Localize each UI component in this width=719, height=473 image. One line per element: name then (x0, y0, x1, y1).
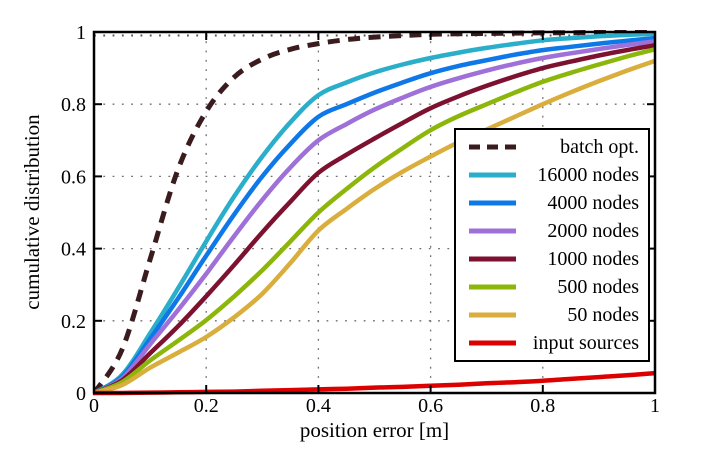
legend-item-4000-nodes: 4000 nodes (456, 189, 648, 217)
curve-input-sources (93, 370, 656, 396)
legend-label: input sources (532, 332, 639, 354)
legend-swatch-input-sources (469, 340, 516, 346)
y-tick-label: 0.4 (61, 239, 86, 261)
legend-label: 50 nodes (567, 304, 639, 326)
legend-item-500-nodes: 500 nodes (456, 273, 648, 301)
curve-500-nodes (93, 47, 656, 396)
curve-4000-nodes (93, 35, 656, 396)
legend-swatch-50-nodes (469, 312, 516, 318)
axis-box (92, 30, 657, 395)
legend-item-2000-nodes: 2000 nodes (456, 217, 648, 245)
legend-item-batch-opt: batch opt. (456, 133, 648, 161)
legend-swatch-batch-opt (469, 144, 516, 150)
x-tick-label: 0.8 (530, 395, 555, 417)
x-tick-label: 0.4 (306, 395, 331, 417)
curve-50-nodes (93, 58, 656, 396)
curve-1000-nodes (93, 43, 656, 396)
y-axis-label: cumulative distribution (20, 114, 44, 310)
legend-swatch-4000-nodes (469, 200, 516, 206)
legend-label: 4000 nodes (547, 192, 639, 214)
x-tick-label: 0 (89, 395, 99, 417)
x-tick-label: 0.2 (194, 395, 219, 417)
legend-label: 500 nodes (557, 276, 639, 298)
y-tick-label: 1 (76, 22, 86, 44)
legend-label: batch opt. (560, 136, 639, 158)
legend-swatch-16000-nodes (469, 172, 516, 178)
legend-label: 16000 nodes (537, 164, 639, 186)
legend-swatch-1000-nodes (469, 256, 516, 262)
x-tick-label: 1 (650, 395, 660, 417)
curve-16000-nodes (93, 31, 656, 396)
curve-2000-nodes (93, 39, 656, 396)
legend-item-50-nodes: 50 nodes (456, 301, 648, 329)
x-axis-label: position error [m] (299, 418, 450, 442)
y-tick-label: 0.8 (61, 94, 86, 116)
legend-item-input-sources: input sources (456, 329, 648, 357)
legend-swatch-500-nodes (469, 284, 516, 290)
y-tick-label: 0.2 (61, 311, 86, 333)
legend: batch opt. 16000 nodes 4000 nodes 2000 node… (454, 128, 650, 362)
y-tick-label: 0.6 (61, 166, 86, 188)
y-tick-label: 0 (76, 383, 86, 405)
legend-item-16000-nodes: 16000 nodes (456, 161, 648, 189)
legend-swatch-2000-nodes (469, 228, 516, 234)
legend-label: 2000 nodes (547, 220, 639, 242)
legend-item-1000-nodes: 1000 nodes (456, 245, 648, 273)
x-tick-label: 0.6 (418, 395, 443, 417)
legend-label: 1000 nodes (547, 248, 639, 270)
